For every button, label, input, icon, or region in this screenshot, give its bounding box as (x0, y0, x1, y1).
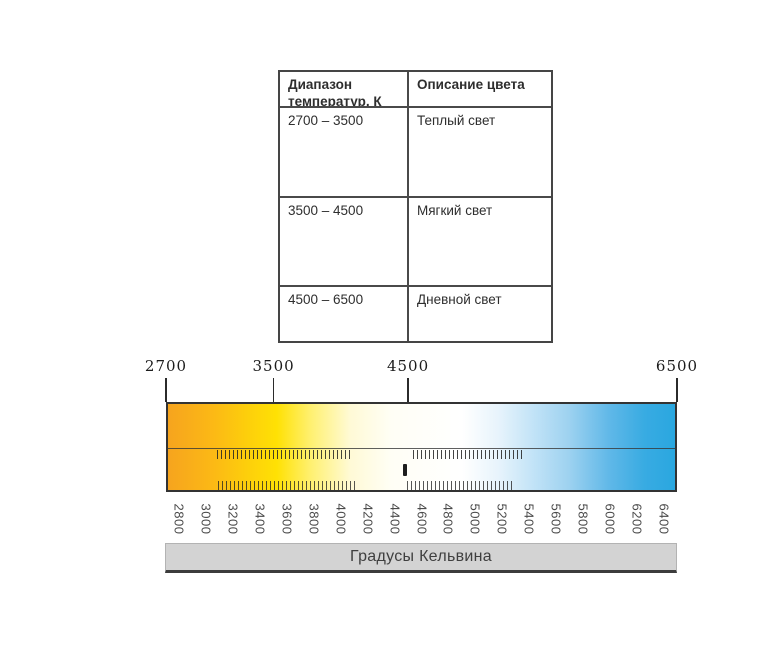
color-ranges-table: Диапазон температур, К Описание цвета 27… (278, 70, 553, 343)
kelvin-tick-4800: 4800 (440, 503, 456, 535)
table-cell-desc-daylight: Дневной свет (417, 292, 502, 307)
kelvin-tick-3600: 3600 (279, 503, 295, 535)
kelvin-tick-4400: 4400 (387, 503, 403, 535)
kelvin-tick-3200: 3200 (225, 503, 241, 535)
kelvin-tick-4200: 4200 (360, 503, 376, 535)
table-cell-range-warm: 2700 – 3500 (280, 108, 409, 198)
table-cell-range-daylight: 4500 – 6500 (280, 287, 409, 341)
tick-line-6500 (676, 378, 678, 402)
kelvin-tick-3800: 3800 (306, 503, 322, 535)
kelvin-axis-title-bar: Градусы Кельвина (165, 543, 677, 573)
kelvin-tick-5600: 5600 (548, 503, 564, 535)
temperature-gradient-bar (166, 402, 677, 492)
kelvin-tick-4600: 4600 (414, 503, 429, 535)
kelvin-tick-5000: 5000 (467, 503, 483, 535)
kelvin-label-2700: 2700 (144, 357, 188, 375)
kelvin-tick-6000: 6000 (602, 503, 618, 535)
kelvin-tick-2800: 2800 (171, 503, 187, 535)
kelvin-tick-5400: 5400 (521, 503, 537, 535)
mark-on-4500-line (403, 464, 407, 476)
hatch-marks-bottom-right (407, 481, 515, 490)
hatch-marks-mid-right (413, 450, 522, 459)
gradient-middle-line (166, 448, 677, 449)
kelvin-tick-5800: 5800 (575, 503, 591, 535)
kelvin-tick-4000: 4000 (333, 503, 349, 535)
table-header-description: Описание цвета (409, 72, 551, 108)
kelvin-label-3500: 3500 (252, 357, 295, 375)
kelvin-axis-title: Градусы Кельвина (350, 548, 492, 565)
kelvin-tick-labels: 2800 3000 3200 3400 3600 3800 4000 4200 4400 4600… (166, 496, 677, 542)
hatch-marks-bottom-left (218, 481, 355, 490)
kelvin-tick-6200: 6200 (629, 503, 645, 535)
tick-line-2700 (165, 378, 167, 402)
table-cell-desc-soft: Мягкий свет (409, 198, 551, 287)
kelvin-label-6500: 6500 (655, 357, 699, 375)
kelvin-tick-3000: 3000 (198, 503, 214, 535)
table-cell-desc-warm: Теплый свет (409, 108, 551, 198)
hatch-marks-mid-left (217, 450, 350, 459)
kelvin-label-4500: 4500 (386, 357, 430, 375)
kelvin-tick-5200: 5200 (494, 503, 510, 535)
kelvin-tick-3400: 3400 (252, 503, 268, 535)
table-header-range: Диапазон температур, К (280, 72, 409, 108)
kelvin-tick-6400: 6400 (656, 503, 672, 535)
table-cell-range-soft: 3500 – 4500 (280, 198, 409, 287)
